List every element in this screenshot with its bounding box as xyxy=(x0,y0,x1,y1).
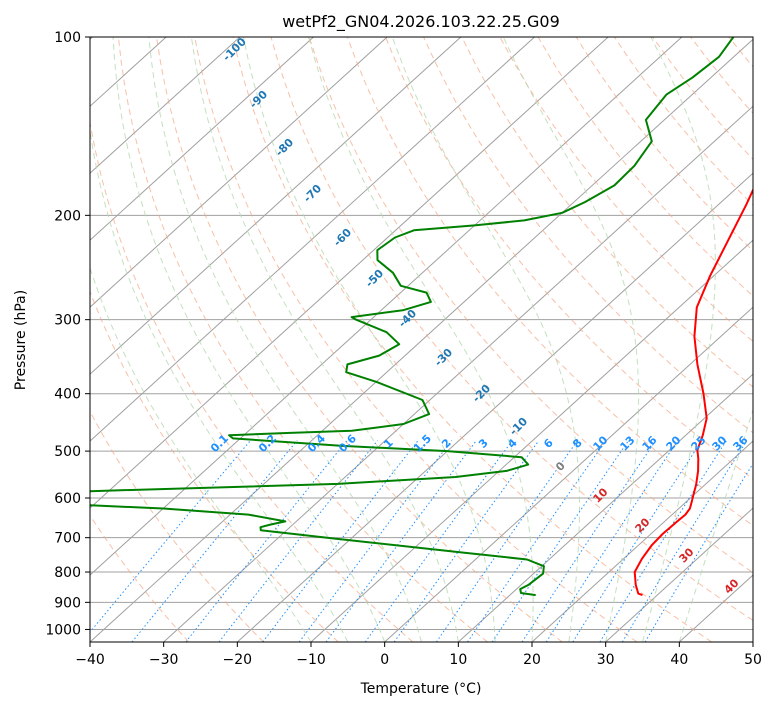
dry-adiabat-line xyxy=(156,37,563,642)
x-tick-label: 30 xyxy=(597,652,615,668)
x-tick-label: −30 xyxy=(149,652,179,668)
mixing-ratio-line xyxy=(364,440,513,642)
isotherm-line xyxy=(90,37,683,576)
y-axis-label: Pressure (hPa) xyxy=(13,290,29,390)
x-tick-label: −20 xyxy=(223,652,253,668)
y-axis-ticks: 100 200 300 400 500 600 700 800 900 1000 xyxy=(45,30,90,638)
moist-adiabat-line xyxy=(190,37,459,642)
y-tick-label: 700 xyxy=(54,531,81,547)
isotherm-line xyxy=(90,37,462,375)
moist-adiabat-line xyxy=(242,37,496,642)
moist-adiabat-line xyxy=(90,266,312,642)
mixing-ratio-line xyxy=(599,440,727,642)
dry-adiabat-line xyxy=(194,37,638,642)
mixing-ratio-line xyxy=(325,440,477,642)
isotherm-line xyxy=(605,507,753,642)
plot-frame xyxy=(89,36,754,643)
temperature-profile-line xyxy=(633,187,753,597)
mixing-ratio-line xyxy=(467,440,607,642)
y-tick-label: 300 xyxy=(54,313,81,329)
x-tick-label: 10 xyxy=(449,652,467,668)
isotherm-line xyxy=(163,105,753,642)
mixing-ratio-line xyxy=(644,462,753,642)
moist-adiabat-line xyxy=(642,37,716,642)
moist-adiabat-line xyxy=(391,37,580,642)
profile-lines xyxy=(90,37,753,597)
moist-adiabat-line xyxy=(148,37,422,642)
isotherm-line xyxy=(384,306,753,642)
moist-adiabat-line xyxy=(308,37,534,642)
x-tick-label: −10 xyxy=(296,652,326,668)
dewpoint-profile-line xyxy=(90,37,735,597)
x-tick-label: 0 xyxy=(380,652,389,668)
isotherm-line xyxy=(90,37,241,174)
x-tick-label: 40 xyxy=(670,652,688,668)
mixing-ratio-line xyxy=(491,440,629,642)
y-tick-label: 1000 xyxy=(45,622,81,638)
dry-adiabat-line xyxy=(232,37,712,642)
x-tick-label: 20 xyxy=(523,652,541,668)
mixing-ratio-line xyxy=(572,440,703,642)
isotherm-line xyxy=(457,373,753,642)
dry-adiabat-line xyxy=(117,37,488,642)
isotherm-line xyxy=(90,37,535,442)
moist-adiabat-line xyxy=(678,408,753,642)
mixing-ratio-line xyxy=(621,440,748,642)
isotherm-line xyxy=(90,37,388,308)
y-tick-label: 800 xyxy=(54,565,81,581)
y-tick-label: 100 xyxy=(54,30,81,46)
mixing-ratio-line xyxy=(545,440,679,642)
dry-adiabat-line xyxy=(308,37,753,574)
moist-adiabat-line xyxy=(112,37,386,642)
y-tick-label: 900 xyxy=(54,595,81,611)
dry-adiabat-line xyxy=(90,410,264,642)
moist-adiabat-line xyxy=(502,37,640,642)
isotherm-line xyxy=(310,239,753,642)
mixing-ratio-line xyxy=(521,440,657,642)
dry-adiabat-line xyxy=(270,37,753,621)
x-axis-label: Temperature (°C) xyxy=(360,681,482,697)
dry-adiabat-line xyxy=(90,514,190,642)
isotherm-line xyxy=(90,37,314,241)
x-tick-label: −40 xyxy=(75,652,105,668)
isotherm-line xyxy=(90,38,753,642)
isotherm-line xyxy=(236,172,753,642)
isotherm-line xyxy=(90,37,609,509)
y-tick-label: 500 xyxy=(54,444,81,460)
dry-adiabat-line xyxy=(346,37,753,527)
background-lines xyxy=(90,37,753,642)
y-tick-label: 400 xyxy=(54,387,81,403)
mixing-ratio-line xyxy=(435,440,578,642)
chart-title: wetPf2_GN04.2026.103.22.25.G09 xyxy=(282,12,560,32)
x-axis-ticks: −40 −30 −20 −10 0 10 20 30 40 50 xyxy=(75,642,762,668)
y-tick-label: 600 xyxy=(54,491,81,507)
x-tick-label: 50 xyxy=(744,652,762,668)
isotherm-line xyxy=(531,440,753,642)
y-tick-label: 200 xyxy=(54,208,81,224)
mixing-ratio-line xyxy=(218,440,378,642)
